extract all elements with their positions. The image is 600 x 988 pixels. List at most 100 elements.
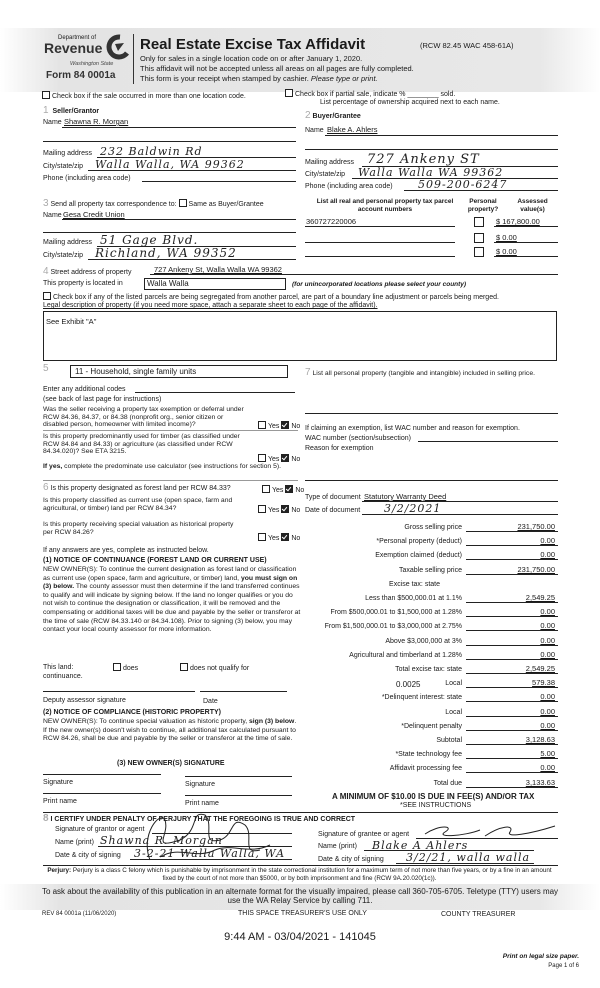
fin-value[interactable]: 3,133.63 [525, 778, 555, 787]
corr-mailing[interactable]: 51 Gage Blvd. [100, 233, 199, 247]
personal-property-line[interactable] [305, 413, 558, 414]
assessed-value[interactable]: $ 0.00 [496, 247, 517, 256]
seller-phone[interactable] [142, 181, 296, 182]
signature-label-2: Signature [185, 781, 215, 788]
fin-value[interactable]: 0.00 [540, 650, 555, 659]
print-name-label-2: Print name [185, 800, 219, 807]
buyer-mailing-label: Mailing address [305, 159, 355, 166]
checkbox[interactable] [43, 292, 51, 300]
does-qualify-check[interactable]: does [113, 663, 138, 673]
wac-field[interactable] [418, 441, 558, 442]
fin-value[interactable]: 3,128.63 [525, 735, 555, 744]
notice-2-title: (2) NOTICE OF COMPLIANCE (HISTORIC PROPE… [43, 709, 221, 716]
additional-codes-field[interactable] [135, 392, 295, 393]
land-use-code-select[interactable]: 11 - Household, single family units [70, 365, 288, 378]
grantor-date[interactable]: 3-2-21 Walla Walla, WA [134, 847, 286, 860]
grantee-name[interactable]: Blake A Ahlers [372, 839, 469, 852]
current-use-yes-no[interactable]: Yes No [258, 505, 300, 515]
doc-type[interactable]: Statutory Warranty Deed [364, 492, 447, 501]
personal-property-checkbox[interactable] [474, 247, 484, 257]
same-as-buyer-checkbox[interactable] [178, 199, 187, 207]
fin-value[interactable]: 2,549.25 [525, 593, 555, 602]
checkbox[interactable] [42, 91, 50, 99]
fin-value[interactable]: 0.00 [540, 550, 555, 559]
field-line [88, 170, 296, 171]
assessed-value[interactable]: $ 167,800.00 [496, 217, 540, 226]
grantor-signature-scribble [146, 813, 271, 861]
buyer-phone[interactable]: 509-200-6247 [418, 178, 508, 191]
field-line [362, 166, 558, 167]
fin-label: Affidavit processing fee [389, 765, 462, 772]
seller-name[interactable]: Shawna R. Morgan [64, 117, 129, 126]
fin-value[interactable]: 0.00 [540, 636, 555, 645]
signature-label-1: Signature [43, 779, 73, 786]
grantee-signature-line[interactable] [416, 838, 558, 839]
does-not-qualify-check[interactable]: does not qualify for [180, 663, 249, 673]
rev-number: REV 84 0001a (11/06/2020) [42, 911, 117, 917]
fin-value[interactable]: 0.00 [540, 621, 555, 630]
field-line [88, 259, 296, 260]
historic-yes-no[interactable]: Yes No [258, 533, 300, 543]
deputy-signature-line[interactable] [43, 691, 195, 692]
fin-value[interactable]: 0.00 [540, 707, 555, 716]
doc-type-label: Type of document [305, 494, 361, 501]
timber-yes-no[interactable]: Yes No [258, 454, 300, 464]
legal-description-box[interactable]: See Exhibit "A" [43, 311, 557, 361]
agency-state: Washington State [70, 61, 114, 67]
buyer-name[interactable]: Blake A. Ahlers [327, 125, 378, 134]
fin-line [466, 758, 558, 759]
segregated-check[interactable]: Check box if any of the listed parcels a… [43, 292, 499, 302]
buyer-mailing[interactable]: 727 Ankeny ST [367, 152, 480, 167]
fin-value[interactable]: 231,750.00 [517, 565, 555, 574]
deputy-date-line[interactable] [200, 691, 287, 692]
fin-value[interactable]: 231,750.00 [517, 522, 555, 531]
personal-property-checkbox[interactable] [474, 233, 484, 243]
scan-band-bottom [0, 884, 600, 910]
header-divider [133, 34, 134, 84]
field-line [98, 846, 292, 847]
seller-city[interactable]: Walla Walla, WA 99362 [95, 158, 245, 171]
fin-label: Subtotal [436, 737, 462, 744]
reason-line[interactable] [305, 480, 558, 481]
reason-label: Reason for exemption [305, 445, 374, 452]
location-select[interactable]: Walla Walla [144, 278, 286, 290]
assessed-value[interactable]: $ 0.00 [496, 233, 517, 242]
fin-value[interactable]: 579.38 [532, 678, 555, 687]
personal-property-checkbox[interactable] [474, 217, 484, 227]
divider [43, 430, 298, 431]
multi-location-check[interactable]: Check box if the sale occurred in more t… [42, 91, 246, 101]
parcel-number[interactable]: 360727220006 [306, 217, 357, 226]
field-line [62, 127, 296, 128]
fin-value[interactable]: 0.00 [540, 721, 555, 730]
field-line [396, 863, 534, 864]
parcel-line [305, 242, 455, 243]
checkbox[interactable] [285, 89, 293, 97]
corr-city[interactable]: Richland, WA 99352 [95, 246, 237, 260]
grantor-signature-line[interactable] [152, 833, 292, 834]
doc-date[interactable]: 3/2/2021 [384, 502, 442, 515]
fin-value[interactable]: 0.00 [540, 692, 555, 701]
property-street[interactable]: 727 Ankeny St, Walla Walla WA 99362 [154, 265, 282, 274]
ownership-note: List percentage of ownership acquired ne… [320, 99, 500, 106]
field-line [43, 232, 296, 233]
partial-sale-check[interactable]: Check box if partial sale, indicate % __… [285, 89, 455, 99]
seller-mailing[interactable]: 232 Baldwin Rd [100, 145, 203, 158]
grantor-name[interactable]: Shawna R. Morgan [100, 834, 223, 847]
grantee-signature-label: Signature of grantee or agent [318, 831, 410, 838]
fin-value[interactable]: 0.00 [540, 607, 555, 616]
fin-value[interactable]: 0.00 [540, 536, 555, 545]
seller-mailing-label: Mailing address [43, 150, 93, 157]
fin-value[interactable]: 2,549.25 [525, 664, 555, 673]
fin-value[interactable]: 5.00 [540, 749, 555, 758]
buyer-city[interactable]: Walla Walla WA 99362 [358, 166, 504, 179]
print-name-line-1[interactable] [43, 793, 161, 794]
fin-value[interactable]: 0.00 [540, 763, 555, 772]
signature-line-2[interactable] [185, 776, 292, 777]
form-citation: (RCW 82.45 WAC 458-61A) [420, 41, 514, 50]
signature-line-1[interactable] [43, 774, 161, 775]
print-name-line-2[interactable] [185, 795, 292, 796]
exemption-yes-no[interactable]: Yes No [258, 421, 300, 431]
forest-yes-no[interactable]: Yes No [262, 485, 304, 495]
grantee-date[interactable]: 3/2/21, walla walla [406, 851, 531, 864]
corr-name[interactable]: Gesa Credit Union [63, 210, 125, 219]
